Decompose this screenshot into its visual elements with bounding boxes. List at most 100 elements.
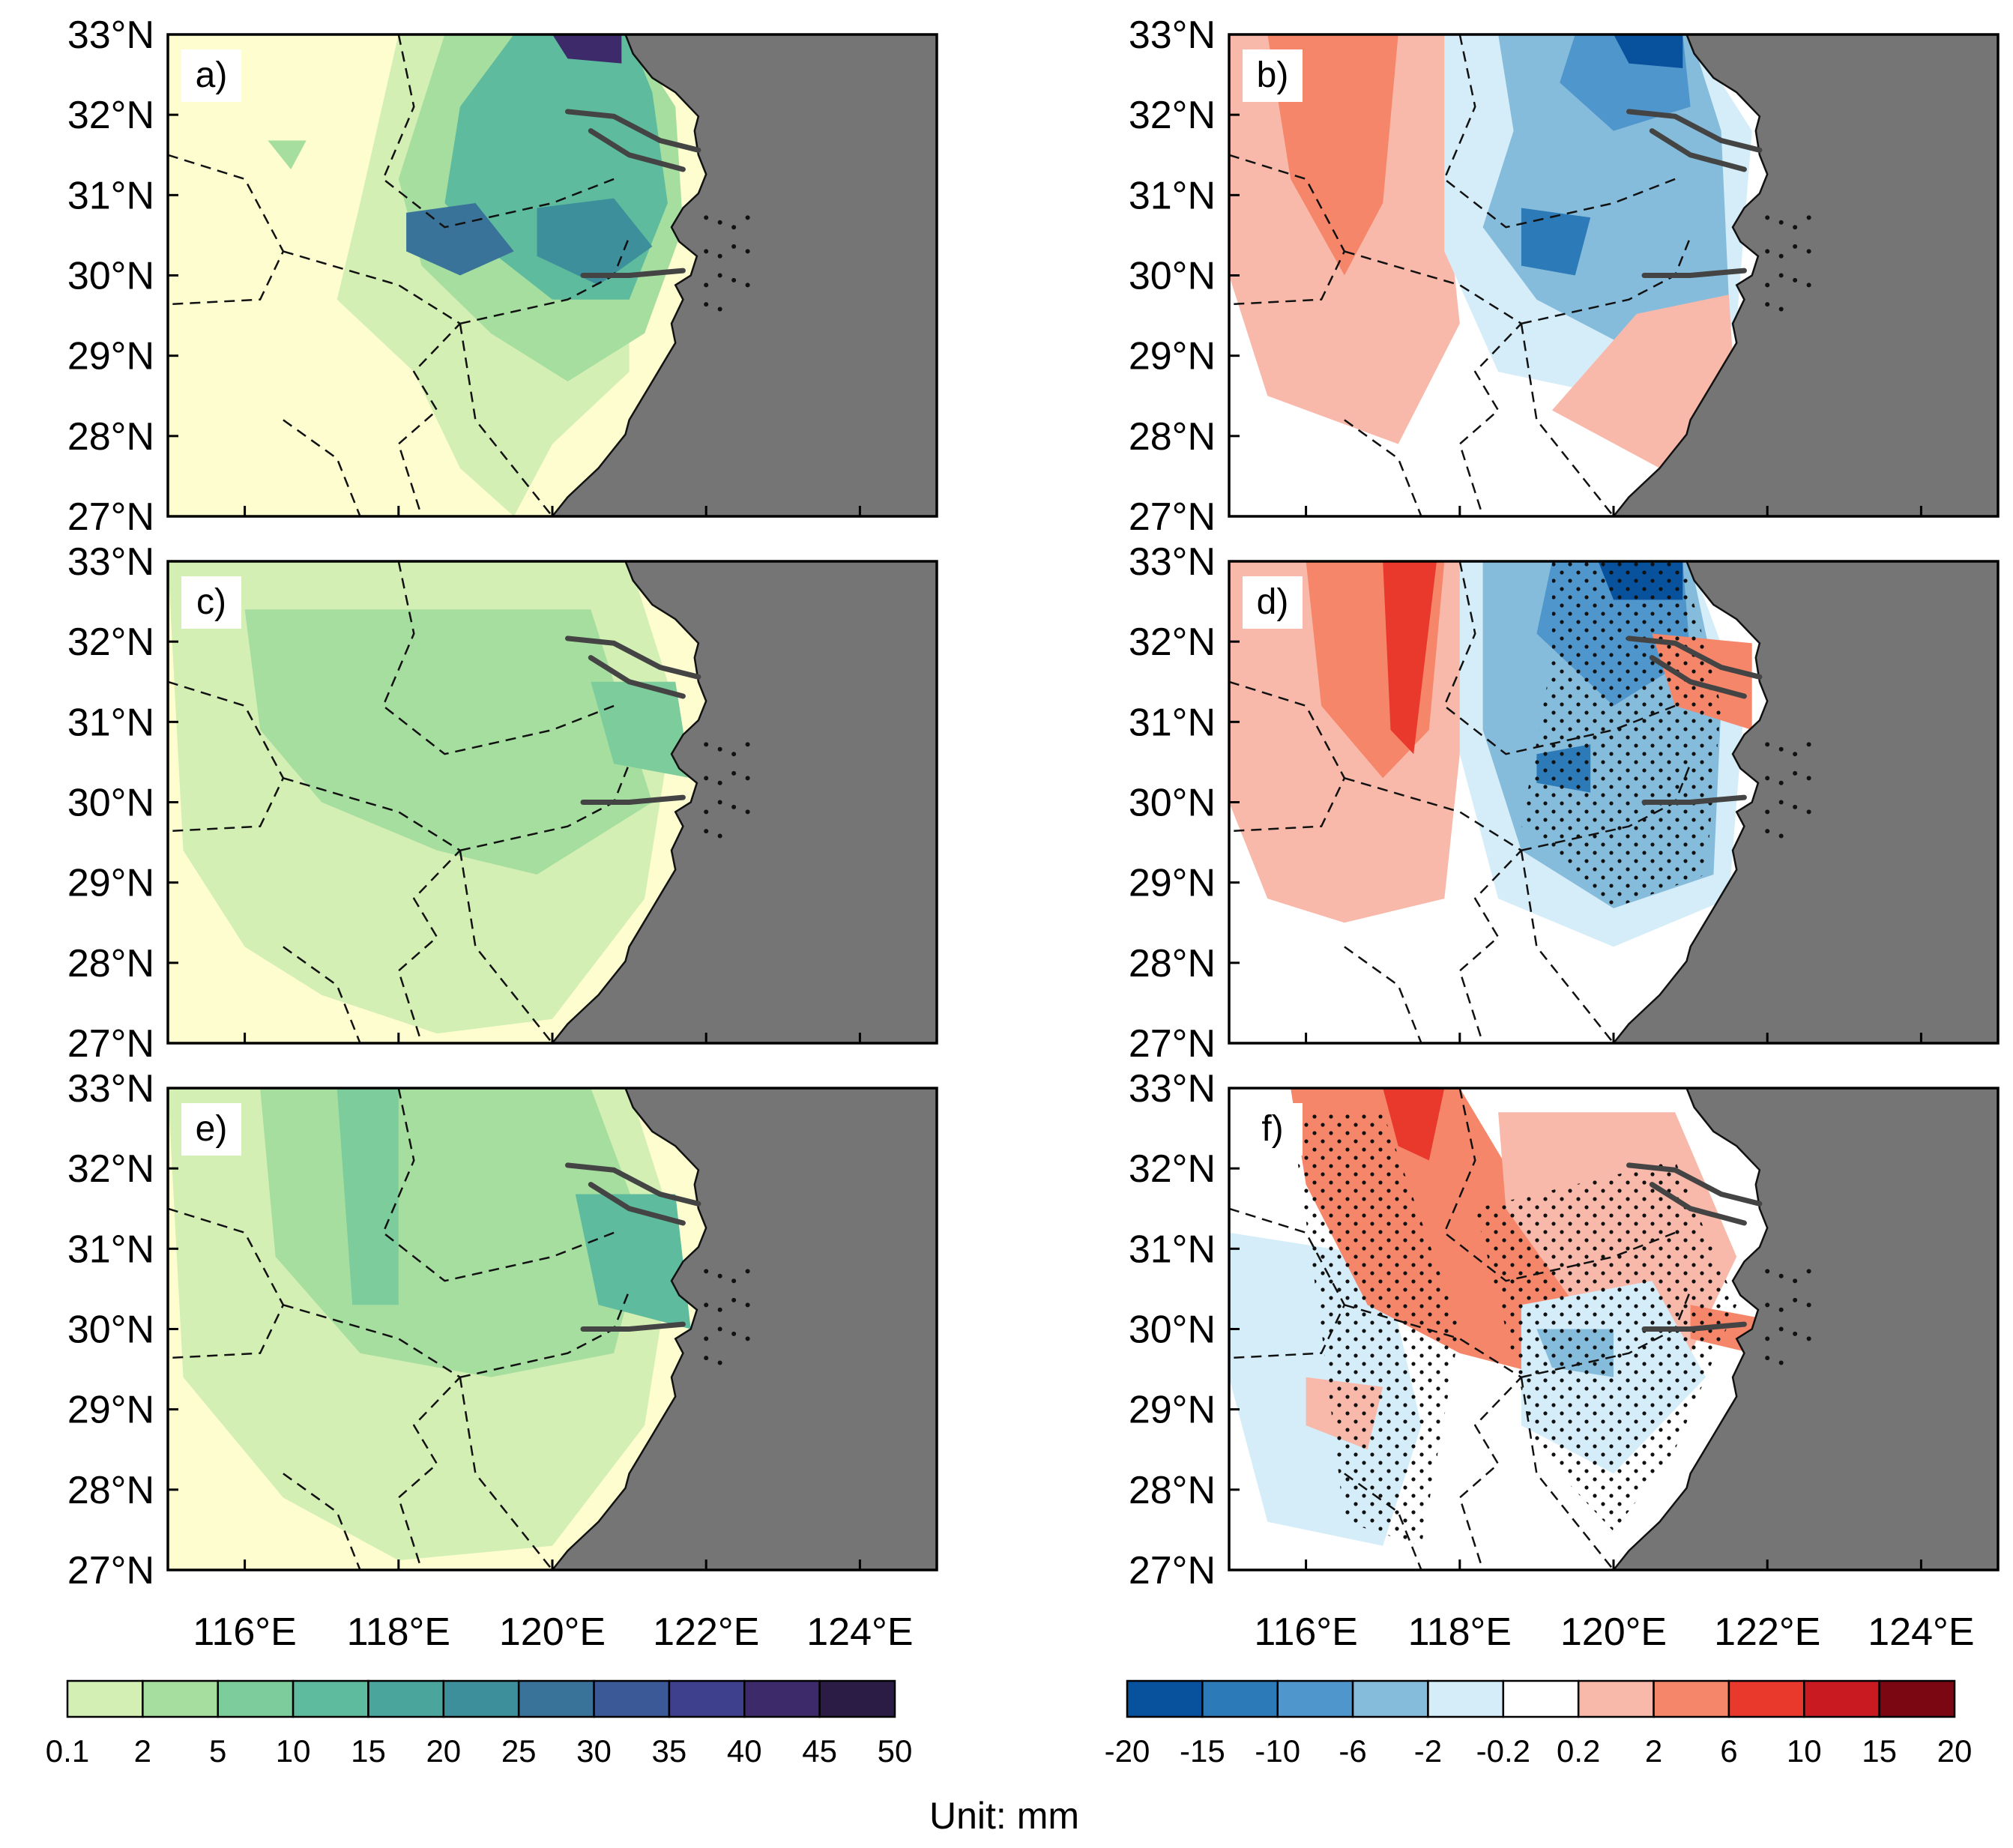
- island: [704, 1356, 709, 1361]
- province-border: [1520, 850, 1614, 1043]
- island: [717, 746, 722, 752]
- panel-tag-box: [181, 49, 241, 102]
- colorbar-swatch: [142, 1679, 219, 1718]
- province-border: [1443, 1088, 1676, 1282]
- island: [1778, 746, 1784, 752]
- island: [1765, 302, 1770, 307]
- island: [704, 742, 709, 747]
- island: [1793, 804, 1798, 809]
- island: [717, 307, 722, 312]
- province-border: [381, 1088, 615, 1282]
- panel-tag: f): [1261, 1109, 1283, 1149]
- island: [1793, 1331, 1798, 1336]
- contour-region: [591, 681, 691, 779]
- island: [1778, 220, 1784, 225]
- colorbar-swatch: [1201, 1679, 1279, 1718]
- island: [1765, 1336, 1770, 1341]
- island: [1778, 273, 1784, 278]
- island: [704, 1302, 709, 1308]
- island: [731, 770, 737, 776]
- island: [745, 215, 750, 220]
- colorbar-swatch: [1126, 1679, 1204, 1718]
- lat-label: 28°N: [67, 415, 154, 459]
- island: [1765, 215, 1770, 220]
- colorbar-swatch: [1727, 1679, 1805, 1718]
- island: [717, 1326, 722, 1332]
- colorbar-diff: -20 -15 -10 -6 -2 -0.2 0.2 2 6 10 15 20: [1105, 1679, 1972, 1769]
- lat-label: 32°N: [1129, 94, 1216, 137]
- island: [717, 833, 722, 839]
- lat-label: 29°N: [1129, 862, 1216, 905]
- island: [1765, 829, 1770, 834]
- lat-label: 27°N: [1129, 1022, 1216, 1066]
- lat-label: 29°N: [67, 335, 154, 378]
- province-border: [283, 1304, 462, 1570]
- panel-tag-box: [1243, 1103, 1303, 1156]
- colorbar-swatch: [292, 1679, 369, 1718]
- lon-label: 116°E: [1254, 1610, 1357, 1654]
- island: [731, 225, 737, 230]
- lon-label: 116°E: [193, 1610, 296, 1654]
- province-border: [1521, 1290, 1691, 1379]
- river-estuary: [565, 635, 701, 680]
- island: [1778, 800, 1784, 805]
- colorbar-label: -10: [1255, 1733, 1300, 1769]
- province-border: [1443, 34, 1676, 229]
- island: [1793, 1297, 1798, 1302]
- island: [731, 752, 737, 757]
- river-estuary: [1649, 1182, 1747, 1226]
- island: [704, 249, 709, 254]
- island: [704, 809, 709, 815]
- lat-label: 31°N: [67, 1228, 154, 1271]
- province-border: [1520, 323, 1614, 516]
- island: [717, 800, 722, 805]
- contour-region: [406, 203, 514, 276]
- island: [1778, 1360, 1784, 1365]
- island: [1806, 249, 1811, 254]
- lon-label: 118°E: [347, 1610, 450, 1654]
- river-estuary: [1626, 1162, 1763, 1207]
- colorbar-label: 0.2: [1557, 1733, 1600, 1769]
- island: [704, 829, 709, 834]
- river-estuary: [1641, 794, 1747, 805]
- province-border: [283, 419, 361, 516]
- colorbar-swatch: [1502, 1679, 1580, 1718]
- panel-tag: b): [1257, 55, 1289, 95]
- significance-stipple: [1521, 561, 1721, 908]
- colorbar-swatch: [1803, 1679, 1880, 1718]
- island: [717, 273, 722, 278]
- province-border: [1521, 236, 1691, 325]
- lat-label: 29°N: [1129, 1389, 1216, 1432]
- contour-region: [552, 34, 622, 64]
- contour-region: [244, 609, 653, 875]
- island: [745, 1336, 750, 1341]
- river-estuary: [580, 268, 686, 278]
- panel-tag: d): [1257, 582, 1289, 622]
- lon-label: 120°E: [499, 1610, 606, 1654]
- island: [745, 776, 750, 781]
- lat-label: 32°N: [1129, 1147, 1216, 1191]
- colorbar-swatch: [668, 1679, 746, 1718]
- colorbar-swatch: [1427, 1679, 1505, 1718]
- island: [731, 1297, 737, 1302]
- province-border: [1521, 763, 1691, 852]
- province-border: [459, 236, 630, 325]
- province-border: [459, 1290, 630, 1379]
- river-estuary: [1649, 655, 1747, 699]
- province-border: [283, 250, 462, 516]
- lat-label: 31°N: [67, 701, 154, 744]
- contour-region: [537, 198, 653, 286]
- map-panels: a) b) c) d) e) f): [166, 33, 2000, 1571]
- island: [704, 283, 709, 288]
- island: [1793, 770, 1798, 776]
- colorbar-swatch: [1276, 1679, 1354, 1718]
- island: [745, 809, 750, 815]
- island: [1778, 1326, 1784, 1332]
- island: [1778, 307, 1784, 312]
- island: [1806, 215, 1811, 220]
- colorbar-swatch: [217, 1679, 295, 1718]
- island: [1778, 1273, 1784, 1278]
- lat-label: 30°N: [67, 782, 154, 825]
- lat-label: 28°N: [67, 1469, 154, 1512]
